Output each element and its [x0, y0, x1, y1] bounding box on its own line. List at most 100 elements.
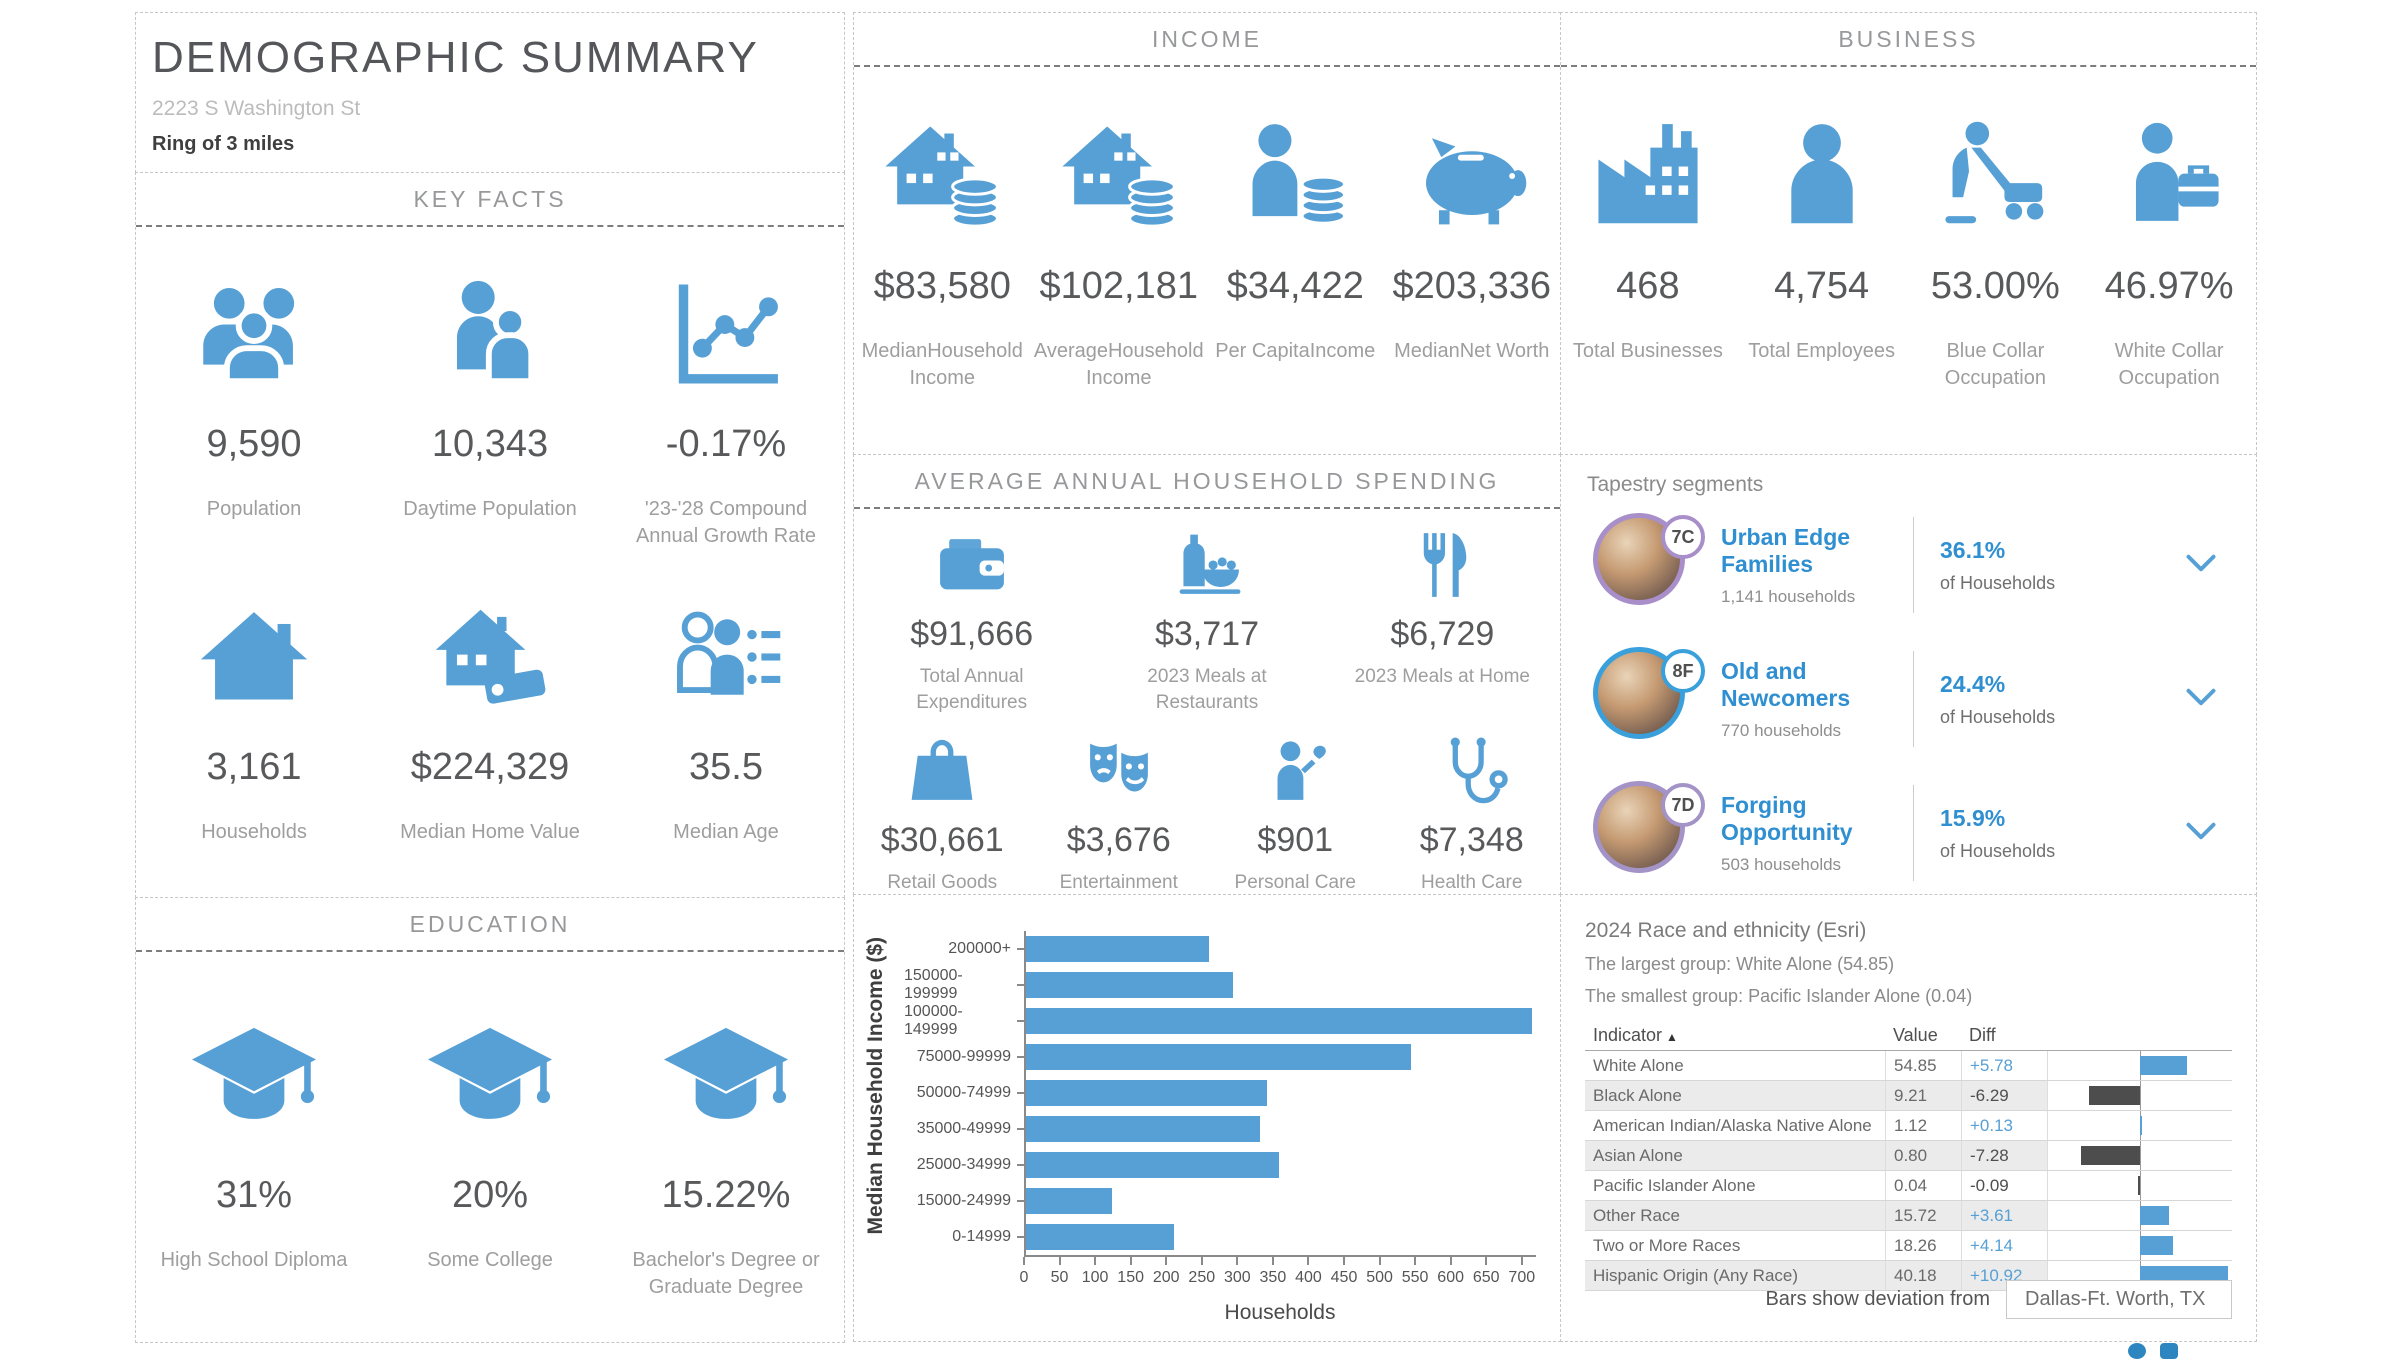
- bar-150000-199999: [1026, 972, 1233, 998]
- bar-track-0-14999: [1026, 1219, 1536, 1255]
- race-column-deviation: [2047, 1032, 2232, 1040]
- stat-label: Households: [201, 821, 307, 843]
- segment-percent-label: of Households: [1940, 840, 2056, 861]
- x-tick-mark: [1414, 1257, 1417, 1265]
- stat-label: Median Home Value: [400, 821, 580, 843]
- house-coins-icon: [883, 109, 1001, 235]
- x-tick-label: 400: [1295, 1269, 1322, 1286]
- segment-households: 503 households: [1721, 854, 1842, 874]
- race-row-black-alone: Black Alone 9.21 -6.29: [1585, 1081, 2232, 1111]
- esri-logo-glyph: [2128, 1343, 2146, 1359]
- x-tick-mark: [1449, 1257, 1452, 1265]
- stat-label: Population: [206, 498, 302, 520]
- race-table-header: Indicator ▲ Value Diff: [1585, 1021, 2232, 1050]
- x-tick-mark: [1023, 1257, 1025, 1265]
- house-icon: [195, 590, 313, 716]
- factory-icon: [1589, 109, 1707, 235]
- chart-y-categories: 200000+ 150000-199999 100000-149999 75000-9…: [904, 931, 1024, 1325]
- spending-section-title: AVERAGE ANNUAL HOUSEHOLD SPENDING: [854, 455, 1560, 509]
- race-diff: -0.09: [1961, 1171, 2047, 1200]
- business-section-title: BUSINESS: [1561, 13, 2256, 67]
- income-section-title: INCOME: [854, 13, 1560, 67]
- y-tick-mark: [1017, 1092, 1024, 1094]
- deviation-bar: [2140, 1056, 2187, 1075]
- shopping-bag-icon: [904, 729, 980, 809]
- y-tick-mark: [1017, 1200, 1024, 1202]
- race-value: 9.21: [1885, 1081, 1961, 1110]
- business-panel: BUSINESS 468 Total Businesses 4,754 Total E…: [1560, 12, 2257, 455]
- income-distribution-chart: Median Household Income ($) 200000+ 15000…: [864, 931, 1536, 1325]
- y-category-label: 25000-34999: [916, 1156, 1011, 1173]
- segment-households: 770 households: [1721, 720, 1842, 740]
- left-column: DEMOGRAPHIC SUMMARY 2223 S Washington St…: [135, 12, 845, 1344]
- race-diff: +3.61: [1961, 1201, 2047, 1230]
- chevron-down-icon[interactable]: [2186, 554, 2230, 577]
- y-category-label: 200000+: [948, 940, 1011, 957]
- stat-value: $91,666: [910, 615, 1034, 653]
- stat-value: $83,580: [873, 265, 1011, 307]
- segment-code-badge: 7D: [1661, 783, 1705, 827]
- page-title: DEMOGRAPHIC SUMMARY: [152, 33, 759, 82]
- race-value: 0.04: [1885, 1171, 1961, 1200]
- x-tick-mark: [1271, 1257, 1274, 1265]
- stat-value: 46.97%: [2104, 265, 2234, 307]
- race-value: 1.12: [1885, 1111, 1961, 1140]
- stat-value: 35.5: [689, 746, 763, 788]
- race-indicator: American Indian/Alaska Native Alone: [1593, 1115, 1872, 1135]
- stat-households: 3,161 Households: [136, 550, 372, 846]
- comparison-area-dropdown[interactable]: Dallas-Ft. Worth, TX: [2006, 1280, 2232, 1319]
- bar-track-100000-149999: [1026, 1003, 1536, 1039]
- bar-track-25000-34999: [1026, 1147, 1536, 1183]
- race-diff: -7.28: [1961, 1141, 2047, 1170]
- report-header-panel: DEMOGRAPHIC SUMMARY 2223 S Washington St…: [135, 12, 845, 173]
- chevron-down-icon[interactable]: [2186, 688, 2230, 711]
- stat-blue-collar-occupation: 53.00% Blue Collar Occupation: [1909, 67, 2083, 392]
- y-tick-mark: [1017, 948, 1024, 950]
- stat-label: White Collar Occupation: [2114, 340, 2224, 389]
- segment-name-link[interactable]: Forging Opportunity: [1721, 791, 1853, 845]
- bar-200000: [1026, 936, 1209, 962]
- segment-name-link[interactable]: Old and Newcomers: [1721, 657, 1851, 711]
- stat-label: MedianHousehold Income: [861, 340, 1023, 389]
- race-value: 0.80: [1885, 1141, 1961, 1170]
- deviation-footer-label: Bars show deviation from: [1765, 1288, 1990, 1310]
- growth-chart-icon: [667, 267, 785, 393]
- stat-label: Health Care: [1421, 872, 1523, 894]
- tapestry-segment-old-and-newcomers: 8F Old and Newcomers 770 households 24.4% of…: [1587, 631, 2230, 765]
- stat-high-school-diploma: 31% High School Diploma: [136, 952, 372, 1301]
- stat-label: Total Employees: [1748, 340, 1895, 362]
- education-section-title: EDUCATION: [136, 898, 844, 952]
- stat-label: Total Annual Expenditures: [916, 666, 1028, 713]
- segment-households: 1,141 households: [1721, 586, 1856, 606]
- segment-info: Forging Opportunity 503 households: [1701, 792, 1913, 875]
- segment-percent-label: of Households: [1940, 706, 2056, 727]
- report-buffer: Ring of 3 miles: [152, 133, 295, 155]
- race-diff: +4.14: [1961, 1231, 2047, 1260]
- y-category-50000-74999: 50000-74999: [904, 1075, 1024, 1111]
- tapestry-segment-urban-edge-families: 7C Urban Edge Families 1,141 households 36.…: [1587, 497, 2230, 631]
- y-category-0-14999: 0-14999: [904, 1219, 1024, 1255]
- x-tick-label: 450: [1330, 1269, 1358, 1286]
- x-tick-mark: [1165, 1257, 1168, 1265]
- stat-population: 9,590 Population: [136, 227, 372, 550]
- stat-value: 468: [1616, 265, 1680, 307]
- race-largest-group: The largest group: White Alone (54.85): [1585, 954, 1895, 974]
- house-coins-icon: [1060, 109, 1178, 235]
- bar-25000-34999: [1026, 1152, 1279, 1178]
- bar-track-75000-99999: [1026, 1039, 1536, 1075]
- y-tick-mark: [1017, 1164, 1024, 1166]
- deviation-bar: [2140, 1116, 2142, 1135]
- x-tick-label: 600: [1437, 1269, 1465, 1286]
- y-category-label: 50000-74999: [916, 1084, 1011, 1101]
- y-tick-mark: [1017, 984, 1024, 986]
- stat-value: $102,181: [1039, 265, 1199, 307]
- education-grid: 31% High School Diploma 20% Some College 15.…: [136, 952, 844, 1301]
- race-column-indicator[interactable]: Indicator ▲: [1593, 1025, 1678, 1045]
- bar-track-150000-199999: [1026, 967, 1536, 1003]
- stat-white-collar-occupation: 46.97% White Collar Occupation: [2082, 67, 2256, 392]
- stat-total-annual-expenditures: $91,666 Total Annual Expenditures: [854, 509, 1089, 715]
- blue-collar-icon: [1936, 109, 2054, 235]
- tapestry-segment-list: 7C Urban Edge Families 1,141 households 36.…: [1587, 497, 2230, 899]
- chevron-down-icon[interactable]: [2186, 822, 2230, 845]
- segment-name-link[interactable]: Urban Edge Families: [1721, 523, 1851, 577]
